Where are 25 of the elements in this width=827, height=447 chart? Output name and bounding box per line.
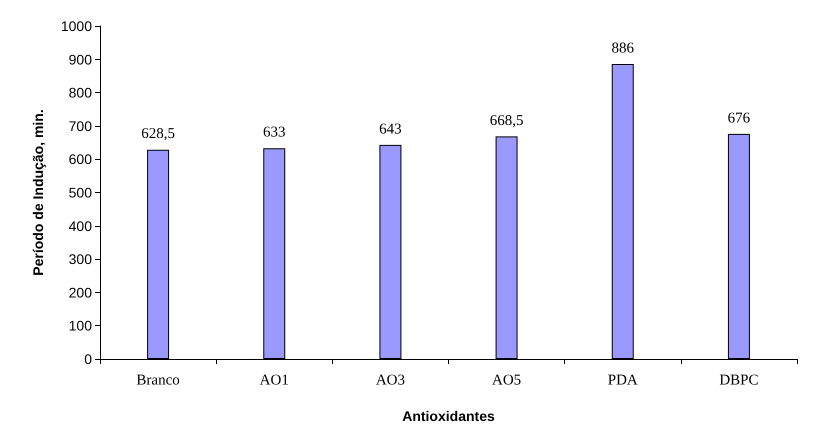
y-tick-label: 900 [68,51,92,68]
x-tick-label: PDA [608,372,638,388]
y-tick-label: 600 [68,151,92,168]
x-tick-label: AO1 [260,372,289,388]
data-label: 643 [379,121,402,138]
data-label: 886 [612,40,634,56]
x-axis-title: Antioxidantes [402,408,495,424]
y-tick-label: 700 [68,118,92,134]
data-label: 633 [263,124,286,141]
data-label: 628,5 [141,126,175,142]
y-tick-label: 1000 [60,18,92,34]
x-tick-label: AO3 [376,372,406,388]
y-tick-label: 400 [68,218,92,234]
y-tick-label: 100 [68,318,92,334]
x-tick-label: AO5 [492,372,522,388]
y-axis-title: Período de Indução, min. [30,109,46,276]
y-tick-label: 800 [68,84,92,101]
y-tick-label: 200 [68,284,92,300]
data-label: 668,5 [490,112,524,129]
x-tick-label: DBPC [719,372,759,388]
data-label: 676 [728,110,751,126]
y-tick-label: 0 [84,351,92,367]
y-tick-label: 500 [68,184,92,200]
x-tick-label: Branco [136,372,180,388]
y-tick-label: 300 [68,251,92,268]
